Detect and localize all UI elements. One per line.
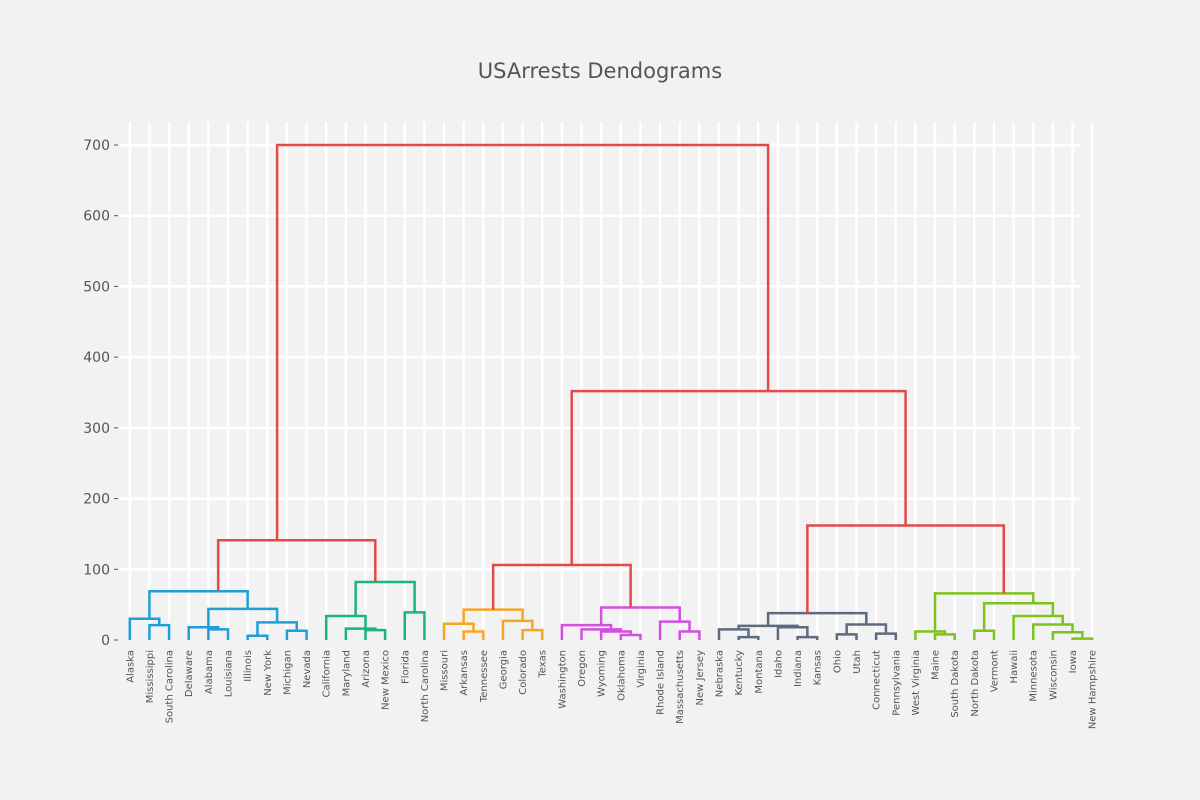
y-axis: 0 100 200 300 400 500 600 700 — [83, 138, 118, 649]
x-tick-label: South Carolina — [165, 650, 176, 723]
x-tick-label: Massachusetts — [675, 650, 686, 724]
dendrogram-link — [187, 626, 220, 640]
x-tick-label: Virginia — [636, 650, 647, 688]
dendrogram-link — [835, 633, 858, 640]
x-tick-label: Georgia — [498, 650, 509, 689]
dendrogram-link — [845, 623, 888, 635]
x-axis: Alaska Mississippi South Carolina Delaware A… — [125, 650, 1098, 729]
dendrogram-link — [344, 627, 377, 640]
dendrogram-link — [874, 632, 898, 640]
x-tick-label: Iowa — [1068, 650, 1079, 673]
dendrogram-link — [501, 619, 534, 640]
x-tick-label: Pennsylvania — [891, 650, 902, 716]
x-tick-label: Alaska — [125, 650, 136, 683]
x-tick-label: Michigan — [282, 650, 293, 695]
x-tick-label: Rhode Island — [656, 650, 667, 715]
x-tick-label: Kentucky — [734, 650, 745, 696]
x-tick-label: Vermont — [989, 650, 1000, 692]
dendrogram-link — [982, 601, 1055, 631]
dendrogram-link — [491, 563, 632, 610]
x-tick-label: Illinois — [243, 650, 254, 682]
dendrogram-link — [570, 389, 907, 566]
dendrogram-link — [599, 606, 681, 626]
x-tick-label: Missouri — [440, 650, 451, 691]
y-tick-label: 300 — [83, 421, 110, 437]
dendrogram-link — [207, 607, 279, 628]
y-tick-label: 500 — [83, 279, 110, 295]
dendrogram-link — [914, 630, 947, 640]
x-tick-label: California — [322, 650, 333, 698]
x-tick-label: Delaware — [184, 650, 195, 697]
y-tick-label: 200 — [83, 492, 110, 508]
dendrogram-link — [658, 620, 691, 640]
x-tick-label: Indiana — [793, 650, 804, 687]
x-tick-label: Ohio — [832, 650, 843, 673]
dendrogram-link — [717, 628, 750, 640]
dendrogram-link — [275, 143, 770, 541]
y-tick-label: 100 — [83, 562, 110, 578]
x-tick-label: Wyoming — [597, 650, 608, 697]
dendrogram-link — [354, 580, 416, 616]
dendrogram-link — [1012, 614, 1064, 640]
x-tick-label: Montana — [754, 650, 765, 694]
x-tick-label: Minnesota — [1029, 650, 1040, 702]
dendrogram-link — [128, 617, 161, 640]
dendrogram-link — [1031, 623, 1074, 640]
x-tick-label: Maryland — [341, 650, 352, 696]
dendrogram-link — [148, 589, 249, 619]
x-tick-label: Mississippi — [145, 650, 156, 703]
x-tick-label: Florida — [400, 650, 411, 684]
x-tick-label: Kansas — [813, 650, 824, 685]
y-tick-label: 400 — [83, 350, 110, 366]
grid — [120, 122, 1094, 640]
dendrogram-link — [207, 628, 230, 640]
dendrogram-link — [933, 633, 956, 640]
y-tick-label: 700 — [83, 138, 110, 154]
x-tick-label: Nevada — [302, 650, 313, 688]
x-tick-label: West Virginia — [911, 650, 922, 715]
dendrogram-link — [462, 608, 524, 624]
dendrogram-link — [806, 524, 1006, 614]
x-tick-label: Wisconsin — [1048, 650, 1059, 700]
dendrogram-link — [442, 622, 475, 640]
x-tick-label: New Jersey — [695, 650, 706, 706]
x-tick-label: Arizona — [361, 650, 372, 688]
x-tick-label: South Dakota — [950, 650, 961, 718]
x-tick-label: Maine — [931, 650, 942, 680]
x-tick-label: North Dakota — [970, 650, 981, 717]
x-tick-label: Hawaii — [1009, 650, 1020, 684]
x-tick-label: Connecticut — [872, 650, 883, 710]
x-tick-label: New Hampshire — [1088, 650, 1099, 729]
x-tick-label: Washington — [557, 650, 568, 709]
dendrogram-link — [324, 614, 367, 640]
x-tick-label: Oregon — [577, 650, 588, 687]
x-tick-label: Louisiana — [224, 650, 235, 697]
chart-title: USArrests Dendograms — [478, 59, 722, 83]
dendrogram-link — [933, 592, 1035, 632]
x-tick-label: Oklahoma — [616, 650, 627, 701]
dendrogram-link — [580, 628, 623, 640]
dendrogram-link — [599, 630, 632, 640]
dendrogram-link — [1051, 630, 1084, 640]
x-tick-label: New Mexico — [381, 650, 392, 710]
dendrogram-link — [216, 539, 377, 592]
x-tick-label: Nebraska — [715, 650, 726, 697]
dendrogram-link — [766, 611, 868, 626]
dendrogram-links — [128, 143, 1094, 640]
x-tick-label: North Carolina — [420, 650, 431, 722]
dendrogram-link — [776, 626, 809, 640]
x-tick-label: Colorado — [518, 650, 529, 695]
x-tick-label: New York — [263, 650, 274, 696]
x-tick-label: Tennessee — [479, 650, 490, 703]
y-tick-label: 600 — [83, 209, 110, 225]
x-tick-label: Idaho — [773, 650, 784, 678]
x-tick-label: Arkansas — [459, 650, 470, 696]
y-tick-label: 0 — [101, 633, 110, 649]
dendrogram-link — [1071, 637, 1094, 640]
x-tick-label: Texas — [538, 650, 549, 679]
dendrogram-link — [560, 623, 613, 640]
x-tick-label: Utah — [852, 650, 863, 674]
x-tick-label: Alabama — [204, 650, 215, 694]
